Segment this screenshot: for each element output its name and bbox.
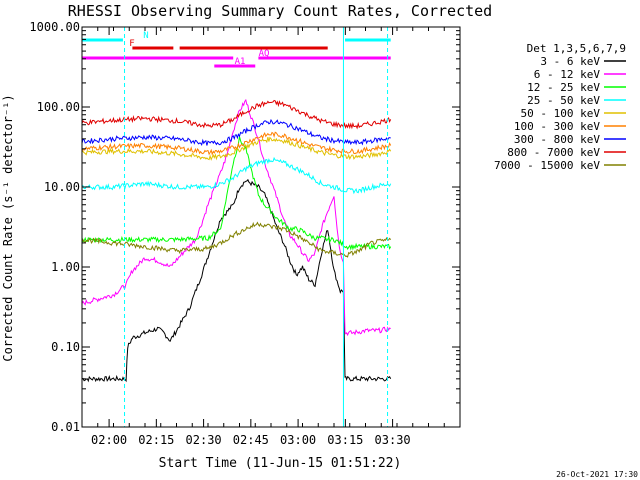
series-line bbox=[81, 118, 391, 147]
legend-label: 300 - 800 keV bbox=[514, 133, 600, 146]
y-axis: 0.01 0.10 1.00 10.00 100.00 1000.00 bbox=[29, 20, 460, 434]
status-bands: NF AQ A1 bbox=[82, 31, 391, 68]
y-tick-label: 10.00 bbox=[44, 180, 80, 194]
x-tick-label: 03:00 bbox=[280, 433, 316, 447]
legend-label: 3 - 6 keV bbox=[540, 55, 600, 68]
series-line bbox=[81, 99, 392, 130]
legend-label: 100 - 300 keV bbox=[514, 120, 600, 133]
status-band-label: F bbox=[129, 39, 134, 49]
x-tick-label: 02:45 bbox=[233, 433, 269, 447]
chart-title: RHESSI Observing Summary Count Rates, Co… bbox=[68, 2, 492, 20]
status-band-label: N bbox=[143, 31, 148, 41]
y-tick-label: 0.01 bbox=[51, 420, 80, 434]
x-tick-label: 02:30 bbox=[186, 433, 222, 447]
y-tick-label: 1000.00 bbox=[29, 20, 80, 34]
legend-label: 25 - 50 keV bbox=[527, 94, 600, 107]
x-tick-label: 03:30 bbox=[375, 433, 411, 447]
series-line bbox=[81, 136, 392, 161]
legend-label: 7000 - 15000 keV bbox=[494, 159, 600, 172]
legend-title: Det 1,3,5,6,7,9 bbox=[527, 42, 626, 55]
legend-label: 50 - 100 keV bbox=[521, 107, 601, 120]
legend-label: 800 - 7000 keV bbox=[507, 146, 600, 159]
x-tick-label: 02:00 bbox=[91, 433, 127, 447]
x-tick-label: 02:15 bbox=[138, 433, 174, 447]
x-tick-label: 03:15 bbox=[327, 433, 363, 447]
vertical-markers bbox=[81, 27, 389, 427]
series-line bbox=[81, 98, 391, 337]
x-axis: 02:00 02:15 02:30 02:45 03:00 03:15 03:30 bbox=[81, 27, 461, 447]
series-line bbox=[81, 136, 392, 251]
y-tick-label: 0.10 bbox=[51, 340, 80, 354]
series-layer bbox=[81, 98, 392, 383]
y-axis-label: Corrected Count Rate (s⁻¹ detector⁻¹) bbox=[1, 94, 15, 361]
series-line bbox=[82, 156, 392, 195]
series-line bbox=[81, 178, 392, 383]
status-band-label: AQ bbox=[259, 49, 270, 59]
y-tick-label: 1.00 bbox=[51, 260, 80, 274]
y-tick-label: 100.00 bbox=[37, 100, 80, 114]
x-axis-label: Start Time (11-Jun-15 01:51:22) bbox=[159, 456, 402, 471]
series-line bbox=[81, 131, 392, 156]
status-band-label: A1 bbox=[235, 57, 246, 67]
date-stamp: 26-Oct-2021 17:30 bbox=[556, 470, 638, 479]
series-line bbox=[81, 221, 392, 258]
legend-label: 12 - 25 keV bbox=[527, 81, 600, 94]
legend-label: 6 - 12 keV bbox=[534, 68, 601, 81]
